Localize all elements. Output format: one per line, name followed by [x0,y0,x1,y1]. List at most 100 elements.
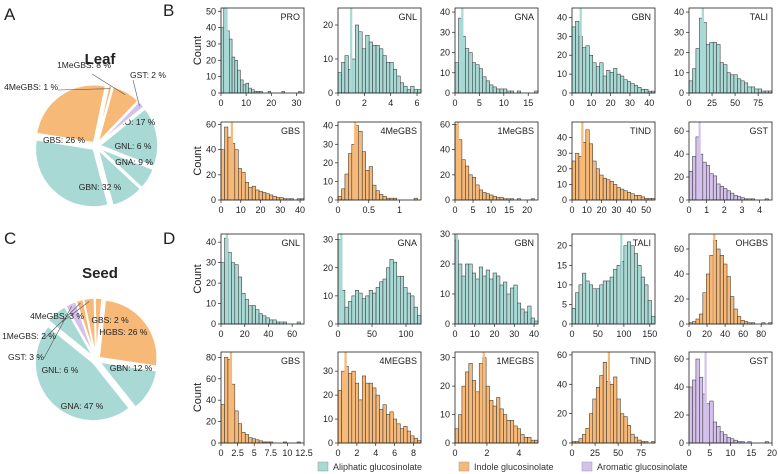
hist-bar [699,313,704,325]
histogram-seed-ohgbs: OHGBS 0 20 40 60 0 20 40 60 80 [674,233,773,339]
y-tick-label: 30 [674,27,684,37]
y-tick-label: 60 [674,354,684,364]
hist-bar [719,62,724,94]
hist-bar [227,252,232,325]
hist-bar [248,187,253,201]
hist-bar [379,281,384,325]
hist-bar [478,68,483,94]
hist-bar [396,75,401,94]
x-tick-label: 10 [586,98,596,108]
x-tick-label: 0 [686,448,691,458]
hist-bar [410,435,415,444]
x-tick-label: 60 [287,329,297,339]
hist-bar [623,245,628,325]
y-tick-label: 30 [206,39,216,49]
hist-bar [517,302,521,325]
hist-bar [358,131,363,201]
y-tick-label: 40 [440,7,450,17]
hist-bar [379,409,384,444]
legend-label-indole: Indole glucosinolate [474,462,554,472]
x-tick-label: 2.5 [231,448,244,458]
hist-bar [461,275,466,325]
pie-slice [97,360,158,409]
hist-bar [358,292,363,325]
hist-title: PRO [280,12,300,22]
hist-bar [695,358,700,444]
hist-bar [747,86,752,94]
histogram-leaf-1megbs: 1MeGBS 0 20 40 60 0 5 10 15 20 [440,120,539,215]
hist-bar [382,278,387,325]
hist-bar [351,370,356,444]
hist-bar [255,189,260,201]
pie-slice [34,138,110,208]
x-tick-label: 5 [707,448,712,458]
hist-bar [262,192,267,201]
x-tick-label: 5 [477,98,482,108]
hist-bar [365,34,370,94]
hist-bar [716,248,721,325]
y-tick-label: 20 [557,164,567,174]
x-tick-label: 0 [686,205,691,215]
hist-bar [413,89,418,94]
hist-bar [702,292,707,325]
pie-slice [98,100,146,144]
plot-frame [688,121,773,201]
hist-bar [620,413,625,444]
plot-frame [571,7,656,94]
leader-line [132,79,140,107]
pie-slice [98,299,158,368]
hist-bar [472,62,477,94]
x-tick-label: 0 [452,98,457,108]
hist-bar [475,278,480,325]
hist-bar [372,387,377,444]
hist-bar [231,262,236,325]
x-tick-label: 0 [218,98,223,108]
hist-bar [251,438,256,444]
histogram-leaf-gst: GST 0 20 40 60 0 1 2 3 4 [674,121,773,215]
y-tick-label: 0 [445,438,450,448]
y-tick-label: 30 [440,353,450,363]
x-tick-label: 10 [241,98,251,108]
hist-bar [592,398,597,444]
x-tick-label: 30 [625,98,635,108]
hist-bar [692,379,697,444]
hist-bar [571,26,576,94]
y-tick-label: 20 [674,172,684,182]
hist-bar [595,66,600,94]
hist-bar [461,159,466,201]
y-tick-label: 50 [206,6,216,16]
x-tick-label: 0 [452,205,457,215]
x-tick-label: 20 [240,329,250,339]
hist-bar [582,433,587,444]
hist-bar [757,88,762,94]
pie-label: GNL: 6 % [42,365,79,375]
hist-bar [413,306,418,325]
hist-bar [585,129,590,201]
y-tick-label: 10 [323,54,333,64]
x-tick-label: 2 [354,448,359,458]
y-tick-label: 30 [323,235,333,245]
hist-bar [220,262,225,325]
hist-bar [365,170,370,201]
y-tick-label: 0 [211,438,216,448]
hist-bar [640,276,645,325]
x-tick-label: 0 [335,98,340,108]
legend-label-aliphatic: Aliphatic glucosinolate [333,462,422,472]
hist-title: GNL [281,238,300,248]
pie-title: Seed [82,265,118,282]
hist-bar [337,72,342,94]
hist-bar [468,363,473,444]
hist-bar [620,188,625,201]
hist-bar [368,290,373,325]
histogram-seed-gbn: GBN 0 10 20 30 0 10 20 30 40 [440,229,539,339]
x-tick-label: 4 [388,98,393,108]
histogram-seed-1megbs: 1MEGBS 0 10 20 30 0 2 4 [440,351,539,458]
histogram-leaf-gnl: GNL 0 10 20 0 2 4 6 [323,7,422,108]
y-tick-label: 40 [557,133,567,143]
hist-bar [637,439,642,444]
hist-bar [348,301,353,325]
x-tick-label: 40 [626,205,636,215]
hist-bar [754,88,759,94]
hist-title: GBN [514,238,534,248]
plot-frame [688,7,773,94]
